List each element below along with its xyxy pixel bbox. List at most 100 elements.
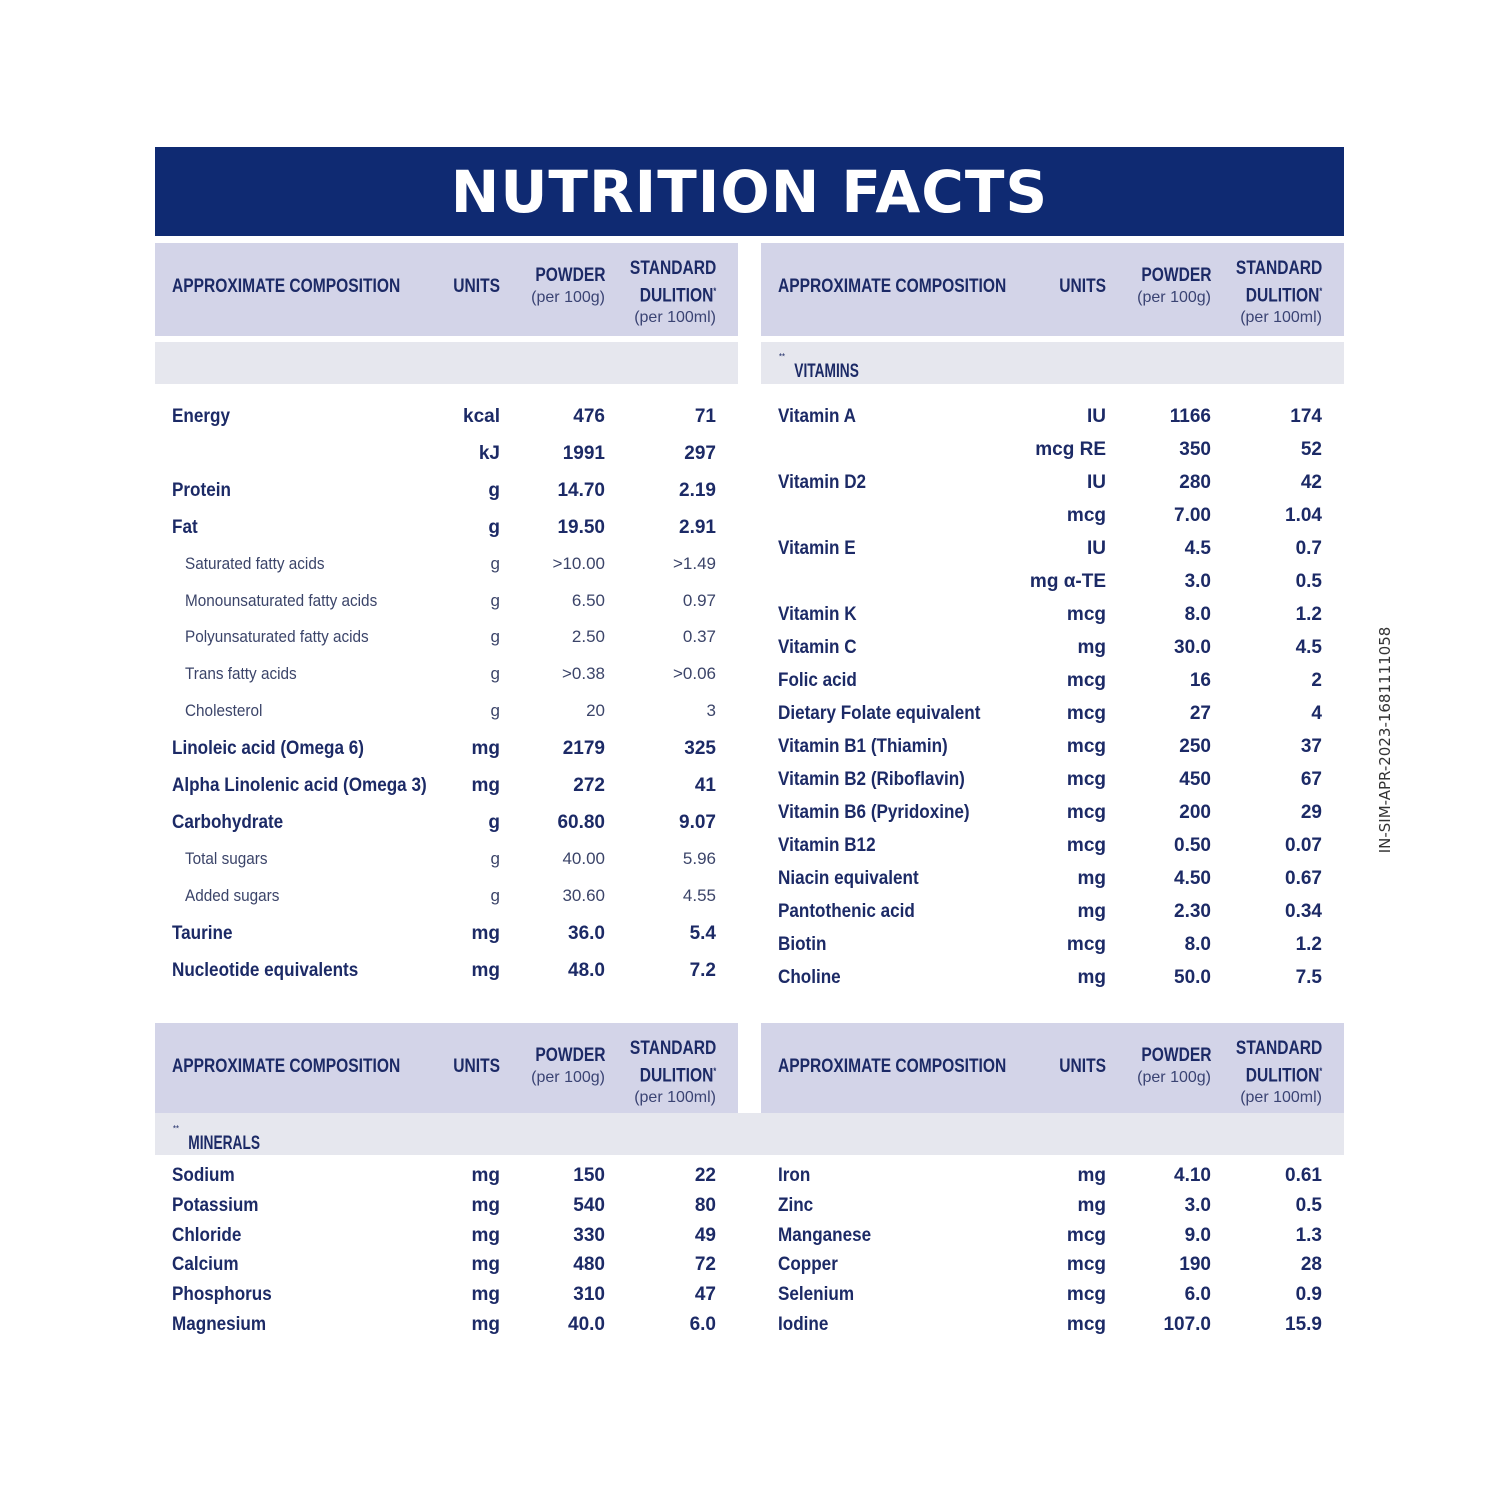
section-blank xyxy=(155,342,738,384)
row-standard: 9.07 xyxy=(679,811,716,833)
section-minerals: MINERALS ** xyxy=(155,1113,1344,1155)
section-vitamins-label: VITAMINS xyxy=(794,361,859,382)
table-header: APPROXIMATE COMPOSITION UNITS POWDER (pe… xyxy=(155,243,738,336)
row-powder: 3.0 xyxy=(1184,1194,1211,1216)
row-unit: mg xyxy=(471,1194,501,1216)
table-row: Biotin mcg 8.0 1.2 xyxy=(761,934,1344,964)
table-row: Vitamin E IU 4.5 0.7 xyxy=(761,538,1344,568)
table-row: Vitamin B6 (Pyridoxine) mcg 200 29 xyxy=(761,802,1344,832)
row-unit: mcg xyxy=(1066,934,1106,955)
row-standard: 0.34 xyxy=(1285,901,1322,922)
header-standard-label-1: STANDARD xyxy=(629,1038,716,1059)
row-name: Cholesterol xyxy=(185,701,263,721)
row-unit: mg xyxy=(1077,967,1107,988)
row-standard: >0.06 xyxy=(672,664,716,684)
row-unit: g xyxy=(490,664,500,684)
row-standard: 52 xyxy=(1300,439,1322,460)
row-powder: 16 xyxy=(1189,670,1211,691)
row-standard: 0.61 xyxy=(1285,1165,1322,1186)
row-standard: 1.04 xyxy=(1285,505,1322,526)
row-standard: 0.37 xyxy=(682,627,716,647)
row-name: Manganese xyxy=(778,1224,872,1246)
row-powder: 60.80 xyxy=(557,811,605,833)
row-powder: 14.70 xyxy=(557,479,605,501)
row-standard: 325 xyxy=(684,738,716,760)
row-standard: 1.2 xyxy=(1295,934,1322,955)
row-unit: mcg xyxy=(1066,703,1106,724)
row-standard: 297 xyxy=(684,442,716,464)
section-vitamins-stars: ** xyxy=(779,351,785,362)
row-standard: 0.07 xyxy=(1285,835,1322,856)
header-powder: POWDER (per 100g) xyxy=(520,265,605,309)
row-name: Iron xyxy=(778,1165,811,1186)
row-name: Polyunsaturated fatty acids xyxy=(185,627,369,647)
row-powder: 310 xyxy=(573,1284,605,1306)
table-row: Saturated fatty acids g >10.00 >1.49 xyxy=(155,554,738,584)
row-unit: mg xyxy=(471,775,501,796)
table-row: Vitamin C mg 30.0 4.5 xyxy=(761,637,1344,667)
row-unit: mg α-TE xyxy=(1029,571,1106,592)
row-powder: 190 xyxy=(1179,1254,1211,1276)
row-powder: 50.0 xyxy=(1174,967,1211,988)
row-unit: mcg xyxy=(1066,604,1106,625)
row-unit: mg xyxy=(1077,901,1107,922)
header-composition: APPROXIMATE COMPOSITION xyxy=(172,1056,401,1077)
row-powder: 8.0 xyxy=(1184,934,1211,955)
row-powder: 6.0 xyxy=(1184,1284,1211,1306)
row-standard: 5.4 xyxy=(689,922,716,944)
row-powder: 480 xyxy=(573,1254,605,1276)
row-standard: 4.5 xyxy=(1295,637,1322,658)
row-name: Carbohydrate xyxy=(172,811,284,833)
header-standard: STANDARD DULITION* (per 100ml) xyxy=(611,258,716,329)
table-row: Folic acid mcg 16 2 xyxy=(761,670,1344,700)
table-header: APPROXIMATE COMPOSITION UNITS POWDER (pe… xyxy=(761,1023,1344,1116)
header-standard-word: DULITION xyxy=(1245,285,1320,307)
row-standard: 2.91 xyxy=(679,516,716,538)
row-unit: mg xyxy=(471,1224,501,1246)
row-name: Choline xyxy=(778,967,841,988)
header-powder-label: POWDER xyxy=(1140,1045,1211,1066)
header-standard-label-2: DULITION* xyxy=(1236,1060,1322,1087)
row-unit: mg xyxy=(471,1284,501,1306)
table-row: Protein g 14.70 2.19 xyxy=(155,480,738,510)
table-row: kJ 1991 297 xyxy=(155,443,738,473)
table-row: Pantothenic acid mg 2.30 0.34 xyxy=(761,901,1344,931)
row-powder: 350 xyxy=(1179,439,1211,460)
row-standard: 7.5 xyxy=(1295,967,1322,988)
table-header: APPROXIMATE COMPOSITION UNITS POWDER (pe… xyxy=(761,243,1344,336)
row-powder: 4.5 xyxy=(1184,538,1211,559)
table-row: Calcium mg 480 72 xyxy=(155,1254,738,1284)
row-name: Copper xyxy=(778,1254,838,1276)
header-powder: POWDER (per 100g) xyxy=(520,1045,605,1089)
row-unit: mcg xyxy=(1066,1314,1106,1335)
header-standard: STANDARD DULITION* (per 100ml) xyxy=(1217,258,1322,329)
row-standard: 2.19 xyxy=(679,479,716,501)
row-name: Vitamin B6 (Pyridoxine) xyxy=(778,802,970,823)
table-row: Chloride mg 330 49 xyxy=(155,1225,738,1255)
row-name: Chloride xyxy=(172,1224,242,1246)
table-row: Alpha Linolenic acid (Omega 3) mg 272 41 xyxy=(155,775,738,805)
row-standard: 15.9 xyxy=(1285,1314,1322,1335)
row-standard: 22 xyxy=(694,1165,716,1186)
row-standard: 72 xyxy=(694,1254,716,1276)
header-standard-label-1: STANDARD xyxy=(629,258,716,279)
table-row: Vitamin B1 (Thiamin) mcg 250 37 xyxy=(761,736,1344,766)
row-unit: g xyxy=(490,701,500,721)
table-row: mcg 7.00 1.04 xyxy=(761,505,1344,535)
table-row: Iron mg 4.10 0.61 xyxy=(761,1165,1344,1195)
table-header: APPROXIMATE COMPOSITION UNITS POWDER (pe… xyxy=(155,1023,738,1116)
header-standard: STANDARD DULITION* (per 100ml) xyxy=(611,1038,716,1109)
row-name: Vitamin B1 (Thiamin) xyxy=(778,736,948,757)
header-powder-sub: (per 100g) xyxy=(1137,289,1211,306)
header-standard-word: DULITION xyxy=(639,1065,714,1087)
table-row: Iodine mcg 107.0 15.9 xyxy=(761,1314,1344,1344)
row-standard: 174 xyxy=(1290,406,1322,427)
header-powder-label: POWDER xyxy=(1140,265,1211,286)
table-row: Sodium mg 150 22 xyxy=(155,1165,738,1195)
row-name: Niacin equivalent xyxy=(778,868,919,889)
header-powder: POWDER (per 100g) xyxy=(1126,265,1211,309)
row-powder: 27 xyxy=(1189,703,1211,724)
row-unit: mcg xyxy=(1066,1224,1106,1246)
row-unit: mcg xyxy=(1066,670,1106,691)
row-name: Protein xyxy=(172,479,231,501)
